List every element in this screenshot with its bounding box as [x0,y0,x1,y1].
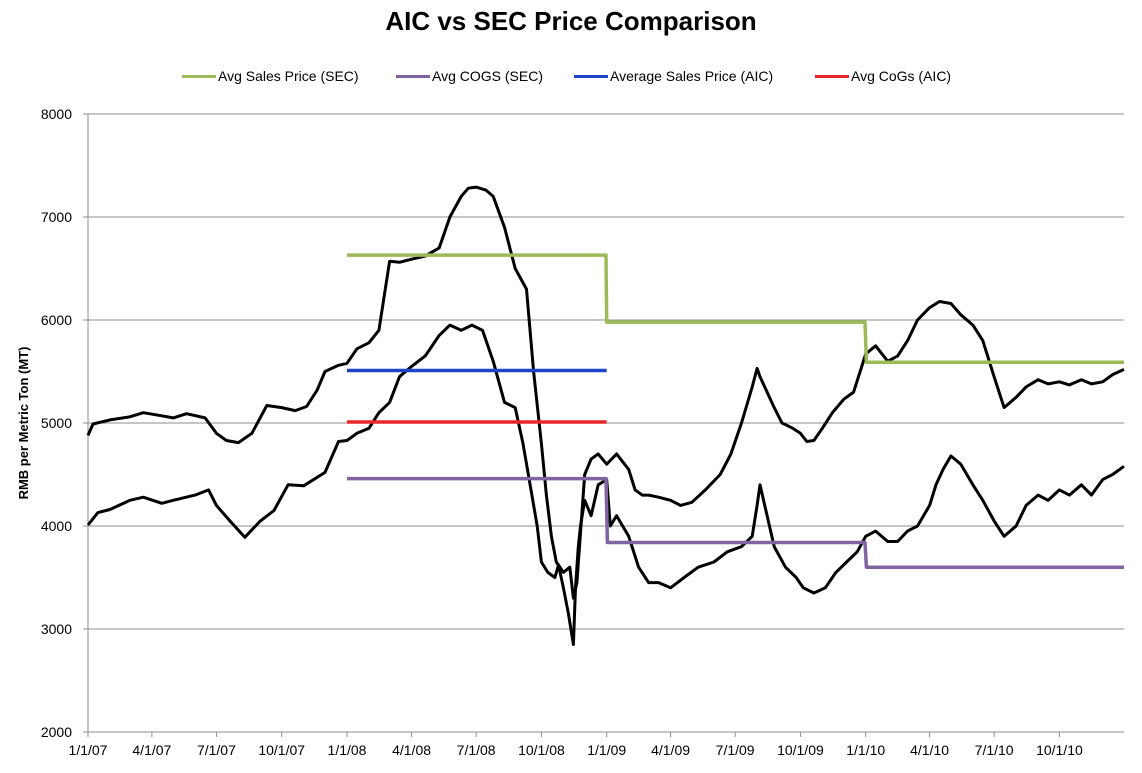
y-tick-label: 5000 [41,415,72,431]
x-tick-label: 10/1/08 [518,742,565,758]
legend-item-sec-sales: Avg Sales Price (SEC) [182,66,359,86]
legend-label-aic-cogs: Avg CoGs (AIC) [851,68,952,84]
y-tick-label: 2000 [41,724,72,740]
legend-label-aic-sales: Average Sales Price (AIC) [610,68,774,84]
x-tick-label: 4/1/09 [651,742,690,758]
y-tick-label: 7000 [41,209,72,225]
series-line-price-4 [86,185,1125,600]
series-line-price-5 [86,323,1125,646]
x-tick-label: 7/1/07 [197,742,236,758]
y-tick-label: 3000 [41,621,72,637]
y-tick-label: 4000 [41,518,72,534]
x-tick-label: 4/1/08 [392,742,431,758]
legend-item-aic-sales: Average Sales Price (AIC) [574,66,773,86]
x-tick-label: 7/1/09 [716,742,755,758]
x-tick-label: 10/1/07 [258,742,305,758]
legend-swatch-aic-cogs [815,74,849,78]
legend-item-sec-cogs: Avg COGS (SEC) [396,66,543,86]
x-tick-label: 10/1/09 [777,742,824,758]
x-tick-label: 1/1/10 [846,742,885,758]
legend-swatch-sec-sales [182,74,216,78]
legend-label-sec-cogs: Avg COGS (SEC) [432,68,543,84]
x-tick-label: 1/1/09 [587,742,626,758]
y-tick-label: 8000 [41,106,72,122]
y-tick-label: 6000 [41,312,72,328]
x-tick-label: 4/1/10 [910,742,949,758]
x-tick-label: 7/1/08 [457,742,496,758]
chart-legend: Avg Sales Price (SEC) Avg COGS (SEC) Ave… [0,66,1142,86]
x-tick-label: 7/1/10 [975,742,1014,758]
chart-title: AIC vs SEC Price Comparison [385,6,757,36]
series-line-avg-sales-price-sec [347,253,1124,364]
legend-label-sec-sales: Avg Sales Price (SEC) [218,68,359,84]
x-tick-label: 10/1/10 [1036,742,1083,758]
legend-item-aic-cogs: Avg CoGs (AIC) [815,66,951,86]
legend-swatch-sec-cogs [396,74,430,78]
x-tick-label: 1/1/08 [328,742,367,758]
y-axis-title: RMB per Metric Ton (MT) [16,347,31,500]
legend-swatch-aic-sales [574,74,608,78]
x-tick-label: 4/1/07 [132,742,171,758]
x-tick-label: 1/1/07 [69,742,108,758]
series-line-avg-cogs-sec [347,476,1124,569]
